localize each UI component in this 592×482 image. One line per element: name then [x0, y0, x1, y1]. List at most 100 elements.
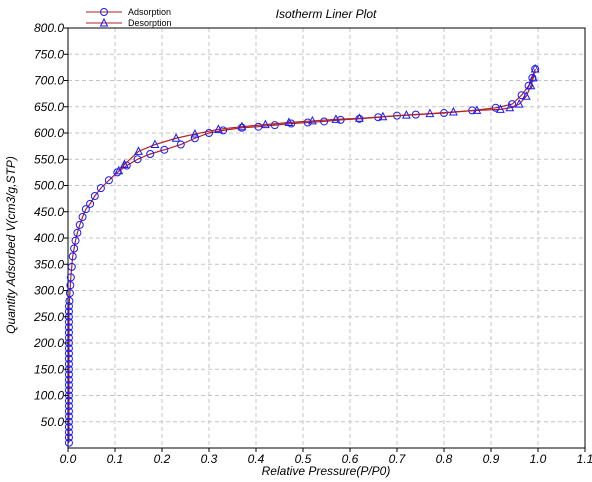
y-axis-ticks: 50.0 100.0 150.0 200.0 250.0 300.0 350.0 400.0 4… — [33, 21, 68, 429]
adsorption-point — [64, 438, 73, 447]
adsorption-point — [81, 205, 90, 214]
y-tick-label: 100.0 — [34, 389, 64, 403]
legend-adsorption-marker — [100, 8, 108, 16]
desorption-point — [307, 115, 317, 125]
adsorption-line — [68, 68, 536, 443]
adsorption-point — [160, 145, 169, 154]
adsorption-point — [78, 213, 87, 221]
x-tick-label: 0.0 — [60, 452, 77, 466]
adsorption-point — [64, 354, 73, 363]
x-tick-label: 0.6 — [342, 452, 359, 466]
y-tick-label: 650.0 — [34, 100, 64, 114]
desorption-point — [378, 111, 388, 121]
adsorption-point — [64, 323, 73, 332]
y-tick-label: 300.0 — [34, 284, 64, 298]
desorption-point — [114, 165, 124, 175]
y-tick-label: 700.0 — [34, 74, 64, 88]
adsorption-point — [104, 176, 113, 185]
adsorption-point — [64, 423, 73, 431]
desorption-point — [119, 159, 129, 168]
series-adsorption — [64, 64, 540, 447]
x-tick-label: 0.1 — [107, 452, 124, 466]
x-axis-title: Relative Pressure(P/P0) — [262, 464, 391, 478]
desorption-point — [354, 113, 364, 122]
y-tick-label: 550.0 — [34, 152, 64, 166]
desorption-point — [284, 117, 294, 126]
adsorption-point — [146, 150, 155, 158]
x-tick-label: 0.2 — [154, 452, 171, 466]
series-layer — [64, 63, 540, 447]
desorption-point — [190, 128, 200, 138]
x-tick-label: 0.9 — [483, 452, 500, 466]
adsorption-point — [176, 140, 185, 149]
y-tick-label: 200.0 — [33, 336, 64, 350]
x-tick-label: 0.5 — [295, 452, 312, 466]
adsorption-point — [67, 262, 76, 271]
adsorption-point — [64, 386, 73, 395]
desorption-point — [150, 139, 160, 149]
adsorption-point — [96, 184, 105, 193]
y-tick-label: 750.0 — [34, 47, 64, 61]
desorption-point — [528, 72, 538, 82]
y-tick-label: 250.0 — [33, 310, 64, 324]
adsorption-point — [75, 220, 84, 229]
y-axis-title: Quantity Adsorbed V(cm3/g,STP) — [4, 156, 18, 334]
desorption-point — [530, 63, 540, 73]
adsorption-point — [64, 328, 73, 337]
adsorption-point — [320, 117, 329, 126]
x-tick-label: 0.7 — [389, 452, 407, 466]
y-tick-label: 350.0 — [34, 257, 64, 271]
adsorption-point — [73, 228, 82, 237]
adsorption-point — [219, 126, 228, 135]
adsorption-point — [64, 375, 73, 384]
legend-adsorption-label: Adsorption — [128, 7, 171, 17]
desorption-point — [448, 106, 458, 116]
adsorption-point — [64, 349, 73, 358]
x-tick-label: 0.8 — [436, 452, 453, 466]
adsorption-point — [65, 289, 74, 298]
desorption-point — [171, 133, 181, 142]
adsorption-point — [303, 118, 312, 127]
desorption-point — [514, 99, 524, 108]
adsorption-point — [66, 281, 75, 290]
y-tick-label: 800.0 — [34, 21, 64, 35]
adsorption-point — [65, 297, 74, 305]
adsorption-point — [66, 273, 75, 282]
y-tick-label: 450.0 — [34, 205, 64, 219]
adsorption-point — [133, 155, 142, 164]
adsorption-point — [270, 121, 279, 130]
legend: Adsorption Desorption — [86, 7, 172, 28]
desorption-point — [260, 119, 270, 129]
x-tick-label: 0.3 — [201, 452, 218, 466]
y-tick-label: 600.0 — [34, 126, 64, 140]
y-tick-label: 400.0 — [34, 231, 64, 245]
adsorption-point — [64, 381, 73, 389]
x-tick-label: 1.1 — [577, 452, 592, 466]
desorption-point — [505, 102, 515, 112]
adsorption-point — [64, 360, 73, 368]
x-tick-label: 0.4 — [248, 452, 265, 466]
legend-desorption-label: Desorption — [128, 18, 172, 28]
desorption-point — [472, 105, 482, 114]
adsorption-point — [64, 344, 73, 353]
y-tick-label: 150.0 — [34, 362, 64, 376]
desorption-point — [331, 114, 341, 123]
desorption-point — [521, 91, 531, 100]
y-tick-label: 500.0 — [34, 179, 64, 193]
adsorption-point — [64, 396, 73, 405]
adsorption-point — [64, 433, 73, 442]
desorption-point — [213, 124, 223, 133]
adsorption-point — [287, 119, 296, 128]
adsorption-point — [64, 333, 73, 342]
desorption-line — [118, 68, 536, 172]
grid — [68, 28, 585, 448]
x-tick-label: 1.0 — [530, 452, 547, 466]
adsorption-point — [190, 134, 199, 143]
desorption-point — [495, 104, 505, 113]
adsorption-point — [237, 123, 246, 132]
adsorption-point — [71, 236, 80, 245]
chart-title: Isotherm Liner Plot — [276, 7, 377, 21]
adsorption-point — [64, 370, 73, 379]
adsorption-point — [86, 199, 95, 208]
